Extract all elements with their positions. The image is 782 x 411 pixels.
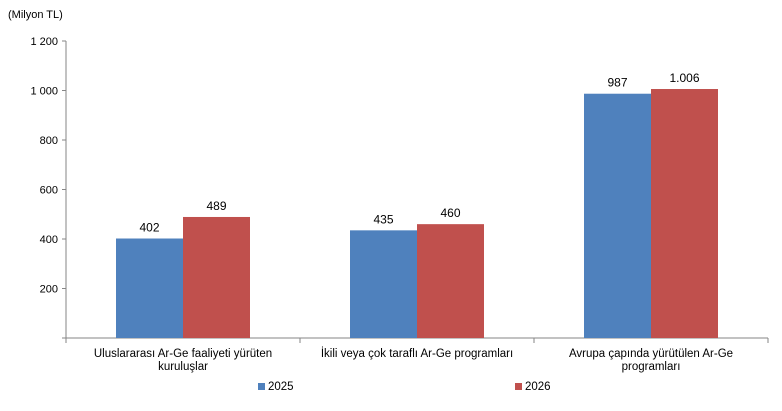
x-category-label: Avrupa çapında yürütülen Ar-Ge (569, 348, 733, 360)
y-tick-label: 800 (40, 135, 58, 147)
x-category-label: Uluslararası Ar-Ge faaliyeti yürüten (94, 348, 272, 360)
data-label-2025-0: 402 (139, 221, 159, 235)
y-tick-label: 1 000 (30, 86, 58, 98)
data-label-2025-2: 987 (607, 76, 627, 90)
bar-2025-2 (584, 93, 651, 338)
y-tick-label: 400 (40, 234, 58, 246)
data-label-2026-0: 489 (206, 199, 226, 213)
bar-2026-2 (651, 89, 718, 338)
data-label-2026-1: 460 (440, 206, 460, 220)
bar-2025-0 (116, 238, 183, 338)
y-tick-label: 1 200 (30, 36, 58, 48)
y-tick-label: 600 (40, 185, 58, 197)
x-category-label: kuruluşlar (158, 361, 208, 373)
legend-label-2026: 2026 (525, 381, 551, 393)
x-category-label: programları (622, 361, 681, 373)
legend-label-2025: 2025 (268, 381, 294, 393)
bar-2025-1 (350, 230, 417, 338)
bar-2026-1 (417, 224, 484, 338)
bar-2026-0 (183, 216, 250, 338)
x-category-label: İkili veya çok taraflı Ar-Ge programları (321, 347, 513, 360)
legend-swatch-2025 (258, 383, 265, 390)
y-axis-unit-label: (Milyon TL) (8, 9, 63, 21)
data-label-2026-2: 1.006 (669, 71, 699, 85)
y-tick-label: 200 (40, 284, 58, 296)
legend-swatch-2026 (515, 383, 522, 390)
data-label-2025-1: 435 (373, 212, 393, 226)
